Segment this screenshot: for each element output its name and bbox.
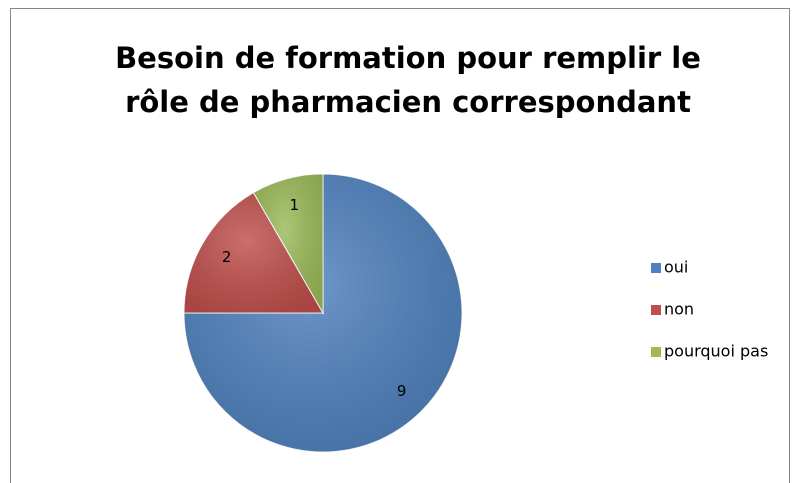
pie: 9 2 1 (183, 173, 463, 453)
slice-shade (184, 192, 323, 313)
chart-title: rôle de pharmacien correspondant (125, 85, 691, 119)
legend-swatch (651, 263, 661, 273)
legend-label: oui (664, 258, 688, 277)
legend: oui non pourquoi pas (651, 258, 768, 361)
data-label: 9 (397, 382, 407, 400)
chart-title: Besoin de formation pour remplir le (115, 41, 701, 75)
legend-label: non (664, 300, 694, 319)
data-label: 2 (222, 248, 232, 266)
legend-swatch (651, 347, 661, 357)
slice-shade (253, 174, 323, 313)
legend-swatch (651, 305, 661, 315)
legend-label: pourquoi pas (664, 342, 768, 361)
data-label: 1 (289, 196, 299, 214)
